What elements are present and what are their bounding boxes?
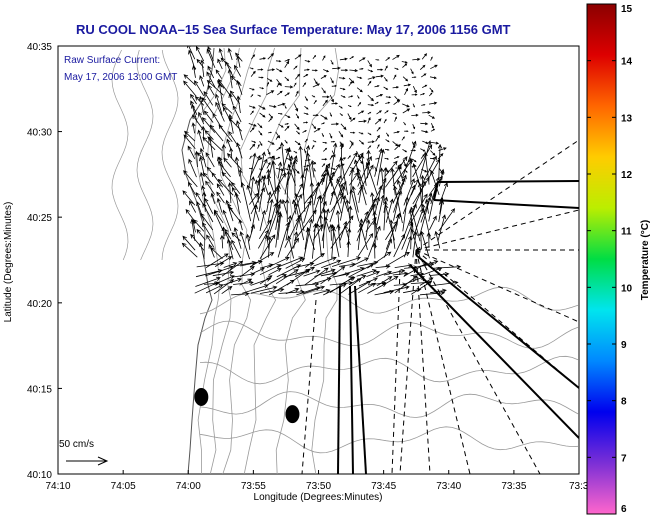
x-tick-label: 74:00 xyxy=(176,481,201,492)
y-tick-label: 40:20 xyxy=(27,299,52,310)
coverage-line xyxy=(337,285,341,474)
coverage-line xyxy=(415,249,431,474)
x-tick-label: 73:35 xyxy=(501,481,526,492)
colorbar xyxy=(586,3,617,515)
annotation-line-1: Raw Surface Current: xyxy=(64,55,160,66)
coverage-line xyxy=(301,299,317,474)
colorbar-tick-label: 7 xyxy=(621,453,627,464)
colorbar-tick-label: 10 xyxy=(621,283,633,294)
y-tick-labels: 40:10 40:15 40:20 40:25 40:30 40:35 xyxy=(27,42,62,481)
colorbar-ticks: 6 7 8 9 10 11 12 13 14 15 xyxy=(587,3,633,515)
marker-buoy-1 xyxy=(194,387,209,406)
x-axis-label: Longitude (Degrees:Minutes) xyxy=(254,492,383,503)
y-tick-label: 40:30 xyxy=(27,128,52,139)
coverage-line xyxy=(415,139,579,251)
marker-buoy-2 xyxy=(285,405,300,424)
colorbar-tick-label: 8 xyxy=(621,397,627,408)
land-contour xyxy=(111,49,129,261)
coverage-line xyxy=(415,249,471,474)
depth-contour xyxy=(267,47,306,474)
colorbar-tick-label: 9 xyxy=(621,340,627,351)
depth-contour xyxy=(199,391,579,418)
current-vectors xyxy=(181,46,462,297)
coverage-line xyxy=(354,285,367,474)
x-tick-label: 74:10 xyxy=(45,481,70,492)
chart-title: RU COOL NOAA–15 Sea Surface Temperature:… xyxy=(76,22,511,37)
colorbar-tick-label: 6 xyxy=(621,504,627,515)
coverage-line xyxy=(349,285,354,474)
depth-contour xyxy=(199,426,579,454)
coverage-line xyxy=(391,269,401,474)
y-tick-label: 40:15 xyxy=(27,384,52,395)
y-tick-label: 40:10 xyxy=(27,470,52,481)
plot-content xyxy=(111,46,579,474)
depth-contour xyxy=(199,320,579,349)
x-tick-labels: 74:10 74:05 74:00 73:55 73:50 73:45 73:40 73:35… xyxy=(45,470,589,492)
x-tick-label: 73:3 xyxy=(569,481,589,492)
coverage-line xyxy=(415,254,579,389)
land-contour xyxy=(161,49,179,261)
colorbar-tick-label: 15 xyxy=(621,4,633,15)
depth-contour xyxy=(220,47,257,474)
y-tick-label: 40:35 xyxy=(27,42,52,53)
y-tick-label: 40:25 xyxy=(27,213,52,224)
scale-arrow xyxy=(66,456,109,466)
colorbar-tick-label: 14 xyxy=(621,57,633,68)
coverage-line xyxy=(437,180,579,183)
depth-contour xyxy=(303,47,340,474)
coverage-line xyxy=(415,249,541,474)
coverage-line xyxy=(433,199,579,209)
scale-label: 50 cm/s xyxy=(59,439,94,450)
x-tick-label: 73:40 xyxy=(436,481,461,492)
annotation-line-2: May 17, 2006 13:00 GMT xyxy=(64,72,177,83)
x-tick-label: 73:55 xyxy=(241,481,266,492)
colorbar-label: Temperature (°C) xyxy=(640,220,651,301)
y-axis-label: Latitude (Degrees:Minutes) xyxy=(3,202,14,323)
coverage-line xyxy=(415,249,579,323)
plot-area xyxy=(57,45,580,475)
x-tick-label: 73:45 xyxy=(371,481,396,492)
coverage-line xyxy=(409,264,579,439)
colorbar-tick-label: 13 xyxy=(621,113,633,124)
land-contour xyxy=(136,49,154,261)
depth-contour xyxy=(199,286,579,315)
coverage-line xyxy=(415,209,579,251)
x-tick-label: 74:05 xyxy=(111,481,136,492)
colorbar-tick-label: 12 xyxy=(621,170,633,181)
coverage-line xyxy=(399,249,417,474)
colorbar-tick-label: 11 xyxy=(621,227,632,238)
x-tick-label: 73:50 xyxy=(306,481,331,492)
